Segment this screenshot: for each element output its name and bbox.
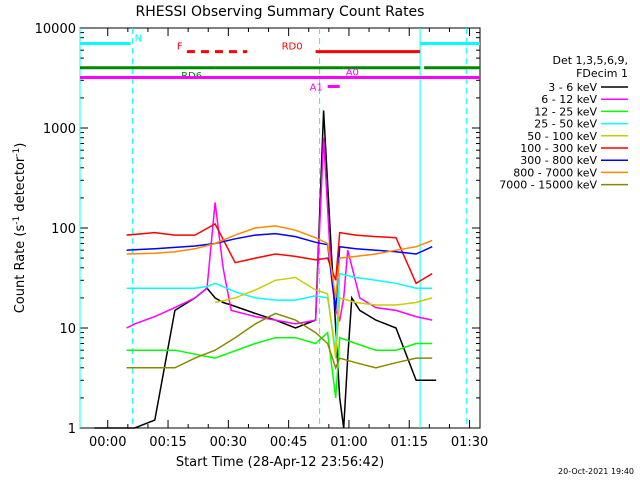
legend-label: 800 - 7000 keV bbox=[513, 166, 597, 179]
y-tick-label: 100 bbox=[51, 222, 76, 237]
series-line bbox=[126, 222, 433, 285]
series-line bbox=[126, 225, 433, 299]
x-tick-label: 00:45 bbox=[270, 435, 307, 450]
series-line bbox=[126, 232, 433, 311]
x-tick-label: 00:15 bbox=[149, 435, 186, 450]
series-line bbox=[126, 312, 433, 370]
x-axis-label: Start Time (28-Apr-12 23:56:42) bbox=[176, 455, 384, 470]
legend-header-line-2: FDecim 1 bbox=[576, 67, 628, 80]
series-line bbox=[126, 331, 433, 398]
series-line bbox=[126, 272, 433, 351]
ylabel-exp-2: -1 bbox=[12, 148, 22, 157]
legend-label: 50 - 100 keV bbox=[527, 130, 597, 143]
chart-title: RHESSI Observing Summary Count Rates bbox=[136, 4, 425, 20]
x-tick-label: 00:30 bbox=[210, 435, 247, 450]
legend-header-line-1: Det 1,3,5,6,9, bbox=[552, 54, 628, 67]
y-tick-label: 1 bbox=[68, 422, 76, 437]
y-axis-label: Count Rate (s-1 detector-1) bbox=[12, 143, 28, 314]
footer-timestamp: 20-Oct-2021 19:40 bbox=[558, 467, 634, 476]
legend-label: 12 - 25 keV bbox=[534, 105, 597, 118]
y-tick-label: 10 bbox=[59, 322, 76, 337]
svg-text:Count Rate (s-1 detector-1): Count Rate (s-1 detector-1) bbox=[12, 143, 28, 314]
series-line bbox=[214, 276, 433, 359]
flag-label-a1: A1 bbox=[310, 83, 323, 94]
x-tick-label: 00:00 bbox=[89, 435, 126, 450]
y-tick-label: 1000 bbox=[43, 122, 76, 137]
ylabel-main: Count Rate (s bbox=[13, 225, 28, 314]
legend-label: 3 - 6 keV bbox=[548, 81, 597, 94]
y-tick-label: 10000 bbox=[35, 22, 76, 37]
flag-label-f: F bbox=[177, 42, 183, 53]
x-tick-label: 01:00 bbox=[330, 435, 367, 450]
ylabel-end: ) bbox=[13, 143, 28, 148]
legend-label: 25 - 50 keV bbox=[534, 118, 597, 131]
series-line bbox=[126, 137, 433, 329]
plot-axes bbox=[79, 27, 481, 429]
x-tick-label: 01:30 bbox=[451, 435, 488, 450]
legend-label: 300 - 800 keV bbox=[520, 154, 597, 167]
ylabel-exp-1: -1 bbox=[12, 216, 22, 225]
legend-label: 100 - 300 keV bbox=[520, 142, 597, 155]
series-line bbox=[94, 110, 437, 429]
ylabel-mid: detector bbox=[13, 156, 28, 216]
legend-label: 6 - 12 keV bbox=[541, 93, 597, 106]
flag-label-a0: A0 bbox=[346, 67, 359, 78]
x-tick-label: 01:15 bbox=[391, 435, 428, 450]
flag-label-n: N bbox=[135, 33, 142, 44]
flag-label-rd0: RD0 bbox=[282, 42, 303, 53]
legend-label: 7000 - 15000 keV bbox=[499, 179, 597, 192]
